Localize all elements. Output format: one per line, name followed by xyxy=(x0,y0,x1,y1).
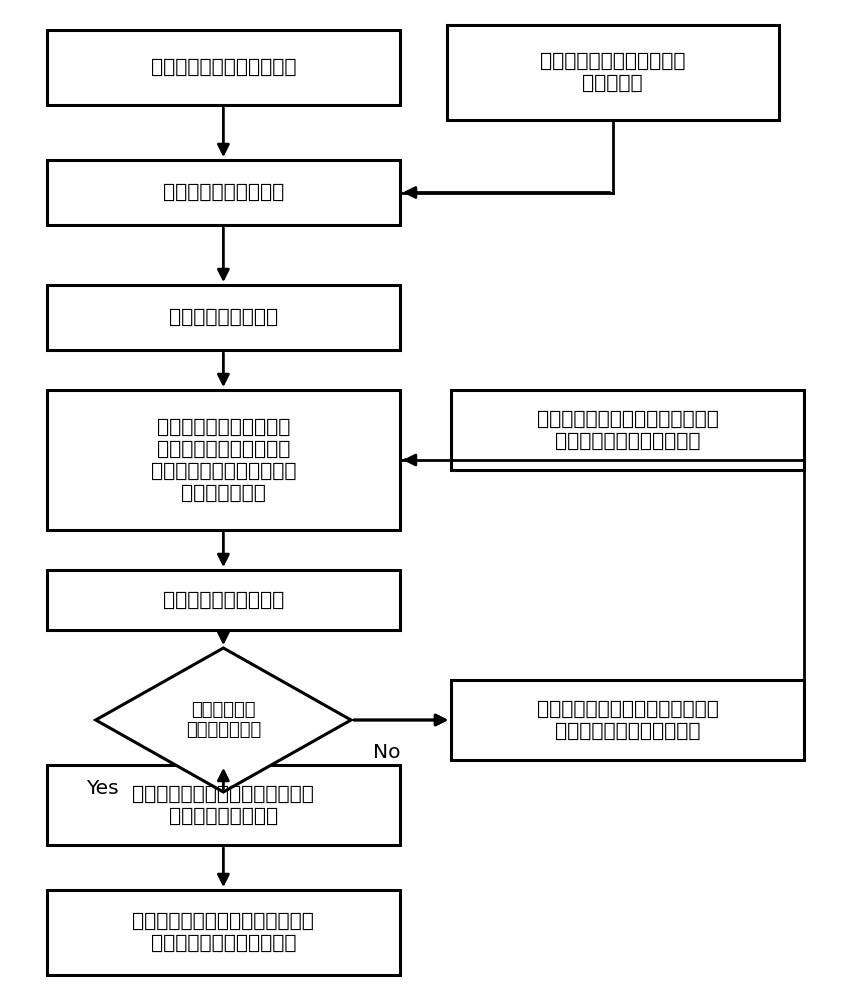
FancyBboxPatch shape xyxy=(47,160,400,225)
FancyBboxPatch shape xyxy=(47,390,400,530)
Text: 录入运行边界条件数据: 录入运行边界条件数据 xyxy=(163,183,284,202)
Text: 组建系统节点通量矩阵: 组建系统节点通量矩阵 xyxy=(163,590,284,609)
FancyBboxPatch shape xyxy=(451,680,804,760)
Text: 系统节点通量
矩阵是否可逆？: 系统节点通量 矩阵是否可逆？ xyxy=(186,701,261,739)
FancyBboxPatch shape xyxy=(47,890,400,975)
FancyBboxPatch shape xyxy=(447,25,779,120)
Text: 测量主动配电网中潮流分布: 测量主动配电网中潮流分布 xyxy=(151,58,296,77)
FancyBboxPatch shape xyxy=(47,285,400,350)
FancyBboxPatch shape xyxy=(47,765,400,845)
Text: 组建支路潮流流入分布矩
阵、支路有功网损分布矩
阵、电源潮流注入矩阵、系
统电源碳势向量: 组建支路潮流流入分布矩 阵、支路有功网损分布矩 阵、电源潮流注入矩阵、系 统电源… xyxy=(151,418,296,502)
Text: 系统中存在零通量节点，将该节点
以及相连支路从系统中去除: 系统中存在零通量节点，将该节点 以及相连支路从系统中去除 xyxy=(537,700,718,740)
Text: 录入主动配电网的拓扑结构
和系统参数: 录入主动配电网的拓扑结构 和系统参数 xyxy=(540,52,685,93)
Text: 形成计算基础数据库: 形成计算基础数据库 xyxy=(168,308,278,327)
Text: No: No xyxy=(374,742,401,762)
FancyBboxPatch shape xyxy=(47,30,400,105)
Text: 系统中存在零通量节点，将该节点
以及相连支路从系统中去除: 系统中存在零通量节点，将该节点 以及相连支路从系统中去除 xyxy=(537,409,718,450)
Text: 利用求得的用户节点的碳势计算主
动配电网用户用电碳排放量: 利用求得的用户节点的碳势计算主 动配电网用户用电碳排放量 xyxy=(133,912,314,953)
Text: 利用组建的计算矩阵和向量求解系
统非电源节点的碳势: 利用组建的计算矩阵和向量求解系 统非电源节点的碳势 xyxy=(133,784,314,826)
Polygon shape xyxy=(95,648,351,792)
Text: Yes: Yes xyxy=(86,778,118,798)
FancyBboxPatch shape xyxy=(47,570,400,630)
FancyBboxPatch shape xyxy=(451,390,804,470)
